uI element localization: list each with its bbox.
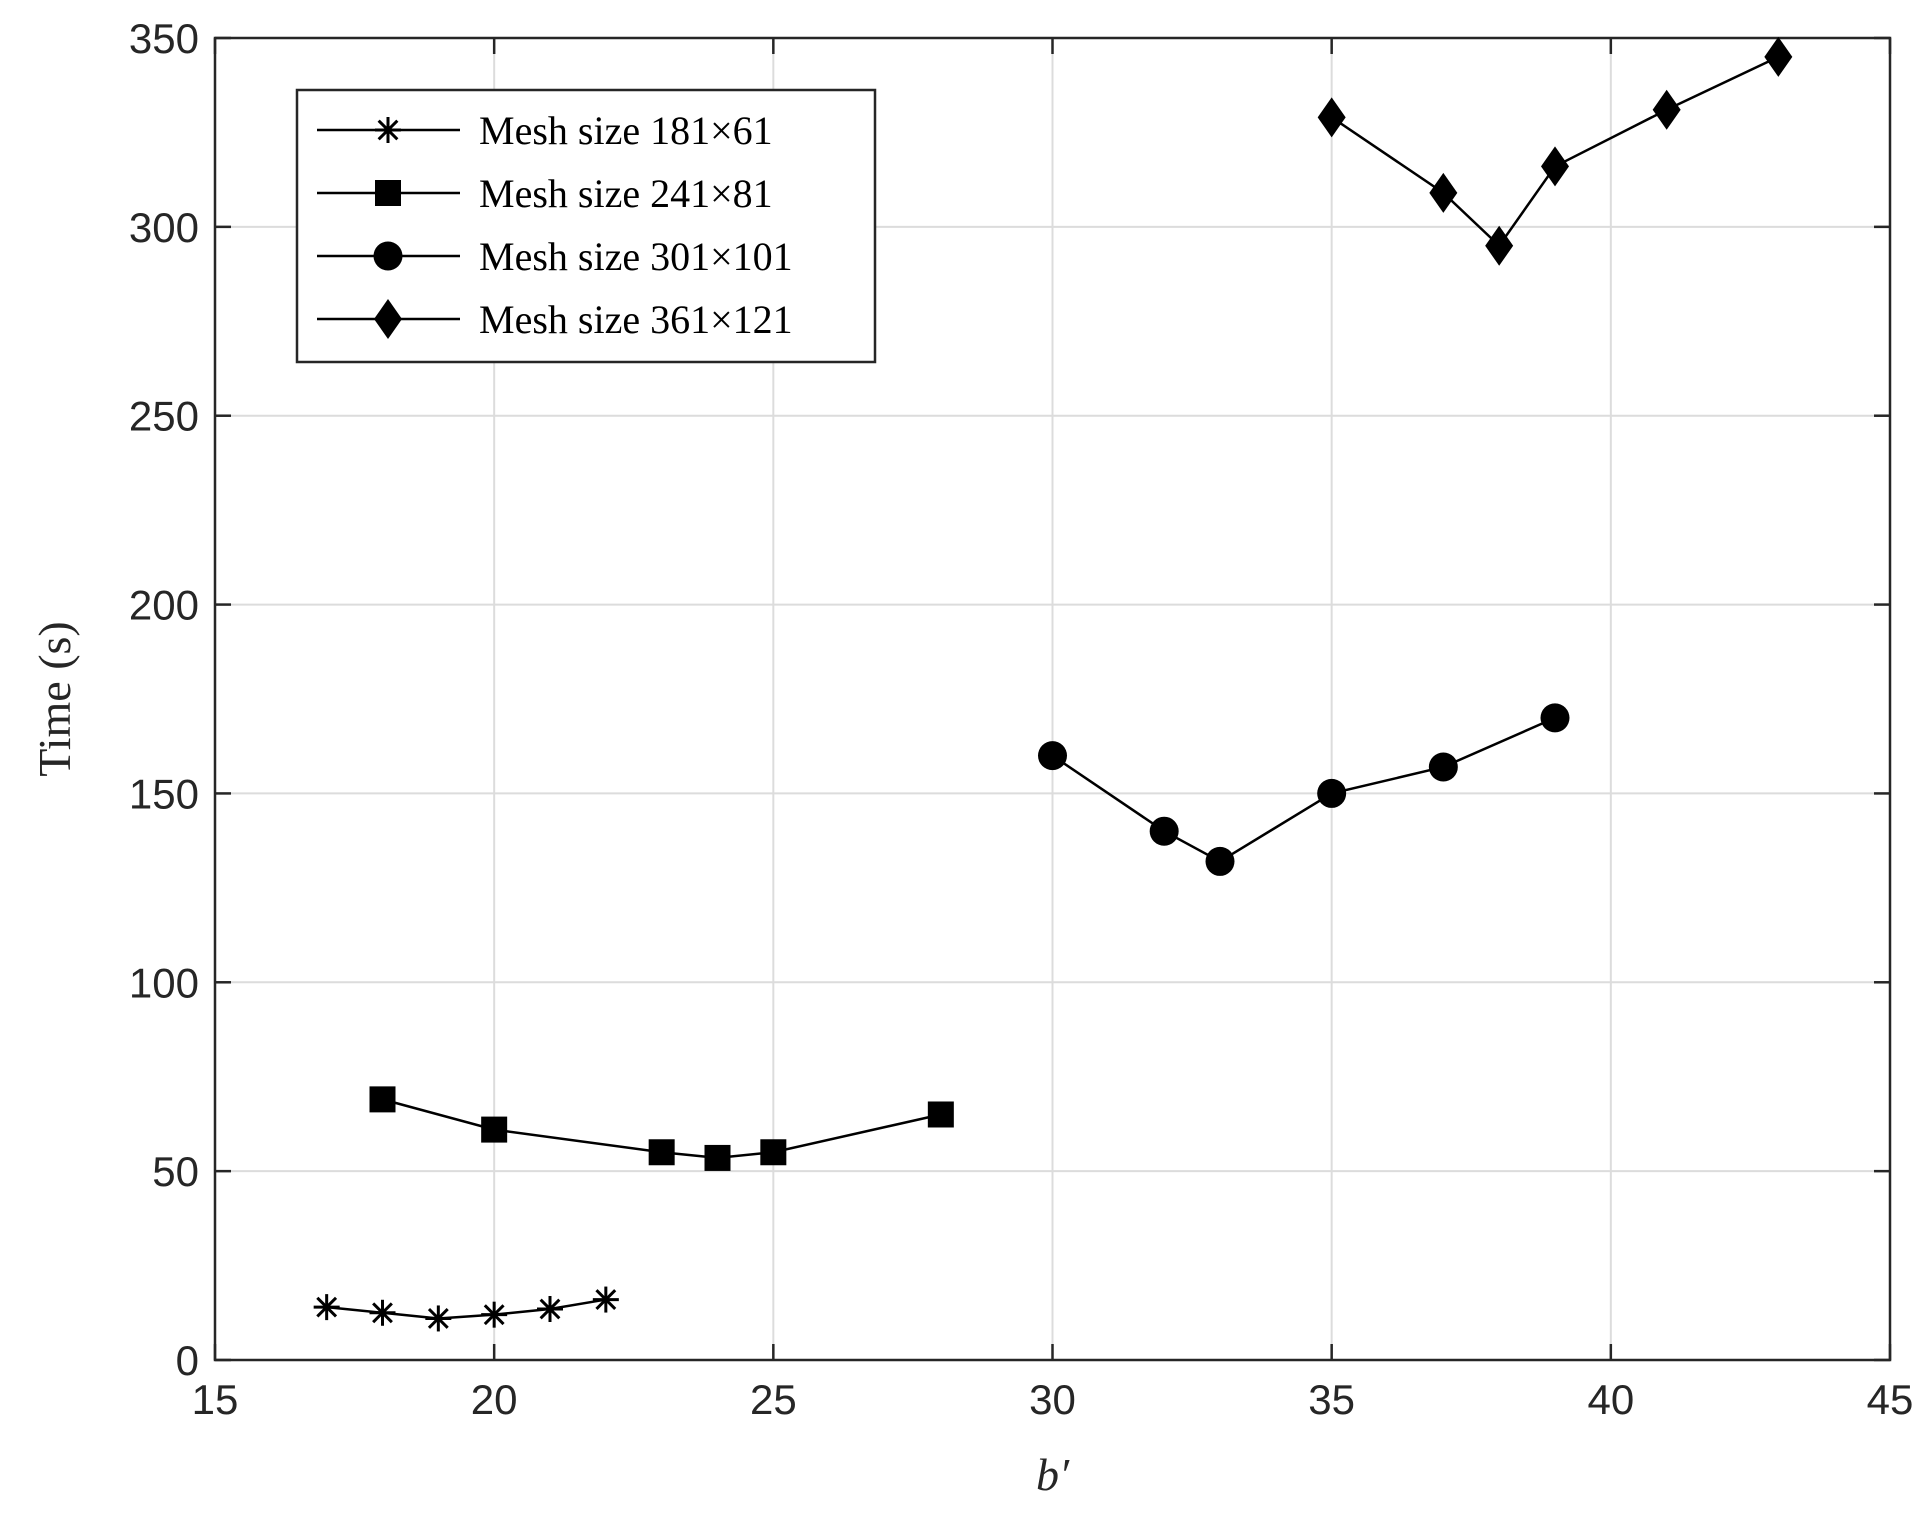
legend-entry: Mesh size 301×101 — [317, 234, 793, 279]
legend-entry: Mesh size 181×61 — [317, 108, 773, 153]
x-tick-label: 35 — [1308, 1376, 1355, 1423]
y-tick-label: 150 — [129, 770, 199, 817]
data-point — [1541, 146, 1569, 187]
legend-label: Mesh size 361×121 — [479, 297, 793, 342]
data-point — [592, 1286, 619, 1313]
legend-label: Mesh size 181×61 — [479, 108, 773, 153]
legend-marker — [374, 299, 402, 339]
data-point — [1652, 89, 1681, 130]
legend: Mesh size 181×61 Mesh size 241×81 Mesh siz… — [295, 88, 877, 364]
data-point — [760, 1139, 787, 1166]
y-tick-label: 350 — [129, 15, 199, 62]
x-tick-label: 40 — [1587, 1376, 1634, 1423]
series-line — [1051, 716, 1556, 863]
legend-entry: Mesh size 361×121 — [317, 297, 793, 342]
grid-lines — [214, 37, 1891, 1361]
y-axis-label: Time (s) — [29, 621, 80, 777]
x-tick-label: 15 — [192, 1376, 239, 1423]
series-4 — [1317, 36, 1793, 266]
data-point — [1540, 703, 1570, 733]
data-point — [481, 1301, 508, 1328]
y-tick-label: 250 — [129, 393, 199, 440]
data-point — [1429, 172, 1458, 213]
data-point — [704, 1144, 731, 1171]
data-point — [1149, 816, 1179, 846]
y-tick-label: 200 — [129, 582, 199, 629]
x-tick-label: 30 — [1029, 1376, 1076, 1423]
tick-labels: 15 20 25 30 35 40 45 0 50 100 150 200 250 300 350 — [129, 15, 1913, 1423]
x-axis-label: b′ — [1036, 1449, 1070, 1500]
data-point — [1205, 846, 1235, 876]
series-3 — [1038, 703, 1570, 876]
series-line — [382, 1098, 942, 1160]
series-2 — [369, 1086, 954, 1171]
data-point — [537, 1296, 563, 1323]
y-tick-label: 0 — [176, 1337, 199, 1384]
legend-label: Mesh size 241×81 — [479, 171, 773, 216]
legend-entry: Mesh size 241×81 — [317, 171, 773, 216]
x-tick-label: 45 — [1867, 1376, 1914, 1423]
data-point — [1485, 225, 1514, 266]
data-point — [927, 1101, 954, 1128]
data-point — [1317, 97, 1346, 138]
data-point — [1038, 741, 1067, 771]
legend-label: Mesh size 301×101 — [479, 234, 793, 279]
data-point — [481, 1116, 508, 1143]
y-tick-label: 50 — [152, 1148, 199, 1195]
data-point — [1317, 778, 1347, 808]
data-point — [425, 1305, 452, 1332]
x-tick-label: 20 — [471, 1376, 518, 1423]
data-point — [1428, 752, 1458, 782]
data-point — [1764, 36, 1793, 77]
legend-marker — [373, 241, 403, 271]
series-line — [1330, 55, 1779, 248]
legend-marker — [375, 180, 401, 206]
axes — [213, 36, 1892, 1362]
data-point — [648, 1139, 675, 1166]
x-tick-label: 25 — [750, 1376, 797, 1423]
y-tick-label: 100 — [129, 959, 199, 1006]
series-plot — [313, 36, 1793, 1332]
legend-marker — [375, 117, 401, 143]
data-point — [369, 1086, 396, 1113]
data-point — [313, 1294, 340, 1321]
series-1 — [313, 1286, 619, 1332]
data-point — [369, 1299, 396, 1326]
y-tick-label: 300 — [129, 204, 199, 251]
